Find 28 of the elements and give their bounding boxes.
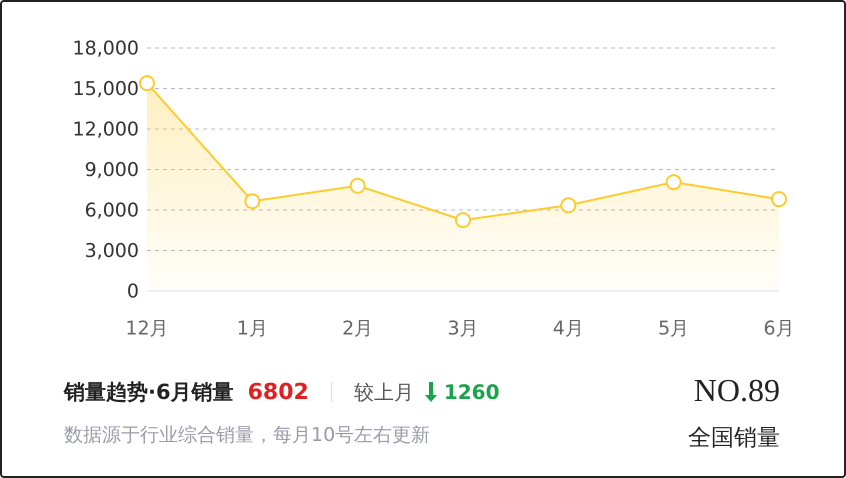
x-tick-label: 4月 (552, 317, 584, 340)
text: 销量趋势·6月销量 (64, 379, 234, 406)
text: 数据源于行业综合销量，每月10号左右更新 (64, 423, 430, 448)
text: 较上月 (354, 378, 414, 406)
text: 全国销量 (688, 424, 780, 453)
point (666, 174, 682, 190)
y-tick-label: 0 (126, 280, 139, 303)
x-tick-label: 6月 (763, 317, 795, 340)
y-tick-label: 15,000 (72, 78, 139, 100)
point (139, 75, 155, 92)
y-tick-label: 3,000 (84, 240, 139, 262)
point (771, 191, 787, 208)
y-tick-label: 12,000 (72, 118, 139, 141)
x-tick-label: 5月 (658, 317, 690, 340)
point (350, 178, 366, 194)
x-tick-label: 3月 (447, 317, 479, 340)
x-tick-label: 2月 (342, 317, 374, 340)
y-tick-label: 9,000 (84, 159, 139, 182)
text: NO.89 (694, 372, 780, 409)
y-tick-label: 6,000 (84, 200, 139, 222)
point (244, 193, 260, 210)
point (455, 212, 471, 228)
x-tick-label: 12月 (125, 317, 169, 340)
text: 6802 (248, 380, 309, 404)
y-tick-label: 18,000 (72, 38, 139, 60)
point (560, 197, 576, 214)
text: 1260 (444, 380, 500, 404)
x-tick-label: 1月 (236, 317, 268, 340)
